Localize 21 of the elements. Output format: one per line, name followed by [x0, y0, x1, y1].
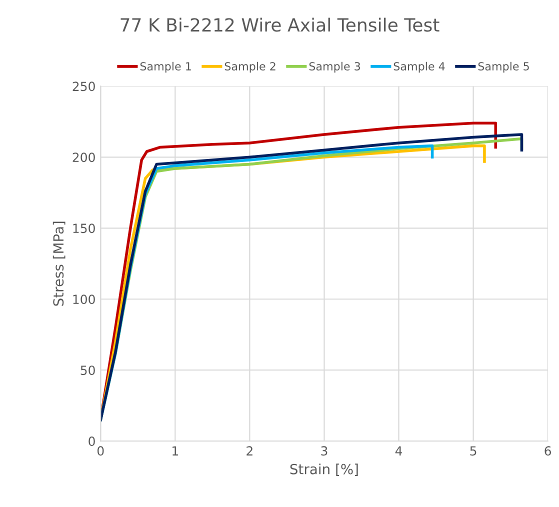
- x-tick-label: 1: [172, 446, 178, 456]
- y-tick-label: 200: [72, 152, 95, 162]
- x-tick-label: 6: [544, 446, 552, 456]
- x-tick-label: 0: [97, 446, 104, 456]
- y-tick-label: 100: [73, 294, 95, 304]
- legend-label: Sample 5: [478, 62, 529, 73]
- y-tick-label: 250: [72, 82, 95, 92]
- legend-label: Sample 1: [140, 62, 191, 73]
- y-tick-label: 50: [80, 366, 95, 376]
- legend-label: Sample 2: [224, 62, 276, 73]
- x-axis-title: Strain [%]: [290, 464, 358, 476]
- y-tick-label: 0: [88, 436, 95, 446]
- x-tick-label: 2: [246, 446, 252, 456]
- x-tick-label: 3: [321, 446, 328, 456]
- chart-title: 77 K Bi-2212 Wire Axial Tensile Test: [120, 18, 440, 32]
- x-tick-label: 5: [470, 446, 476, 456]
- legend-label: Sample 3: [309, 62, 360, 73]
- x-tick-label: 4: [395, 446, 402, 456]
- y-axis-title: Stress [MPa]: [52, 222, 66, 306]
- legend-label: Sample 4: [394, 62, 445, 73]
- y-tick-label: 150: [73, 224, 95, 234]
